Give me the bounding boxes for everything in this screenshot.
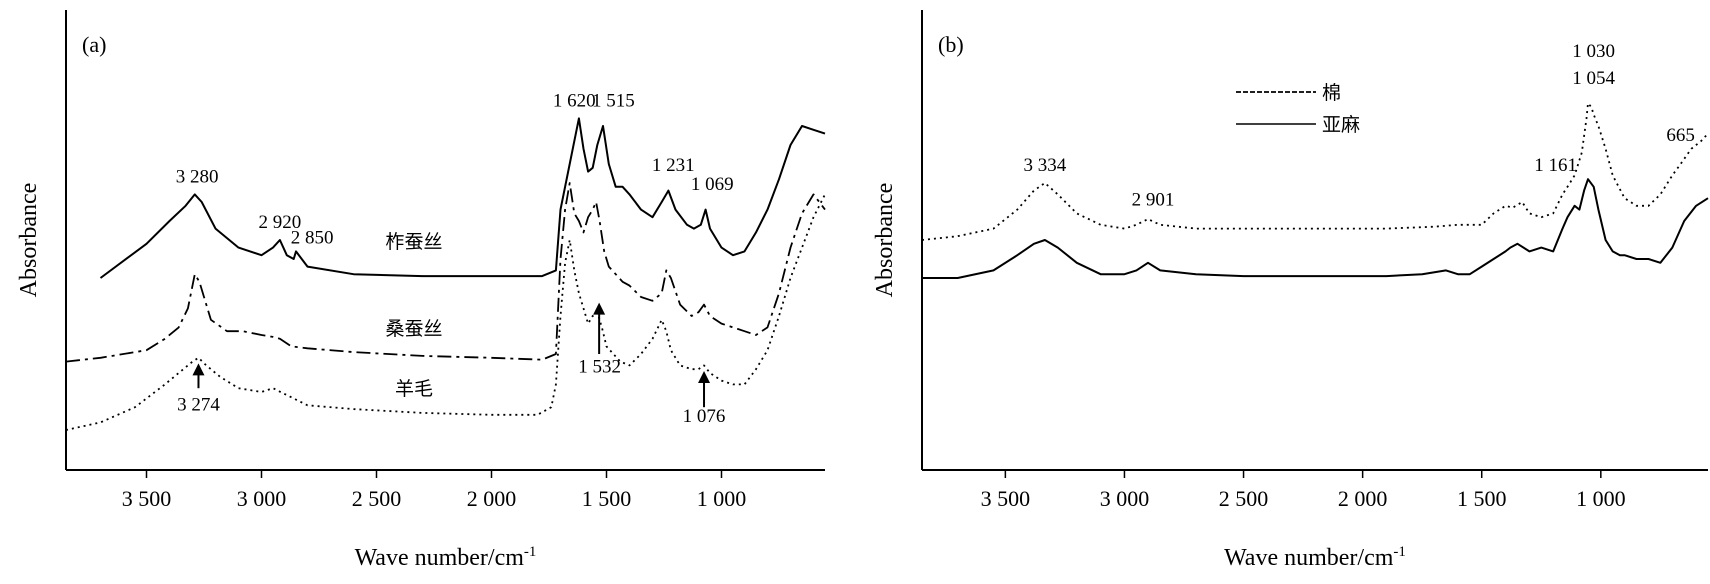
series-label: 羊毛 — [395, 378, 433, 400]
series-label: 桑蚕丝 — [385, 318, 442, 340]
peak-annotation: 665 — [1666, 125, 1695, 146]
peak-annotation: 3 280 — [176, 167, 219, 188]
x-axis-label-unit-exponent: -1 — [1393, 544, 1406, 560]
y-axis-label: Absorbance — [16, 183, 42, 298]
peak-annotation: 1 620 — [553, 91, 596, 112]
panel-label: (b) — [938, 32, 964, 57]
peak-annotation: 1 515 — [592, 91, 635, 112]
y-axis-label: Absorbance — [872, 183, 898, 298]
peak-annotation: 1 054 — [1572, 68, 1615, 89]
x-tick-label: 1 500 — [582, 486, 632, 511]
x-tick-label: 2 000 — [1338, 486, 1388, 511]
chart-panel-b: 3 500 3 000 2 500 2 000 1 500 1 000 Wave numbe… — [872, 10, 1709, 571]
legend-label: 棉 — [1322, 82, 1341, 104]
series-line-b-1 — [922, 178, 1709, 279]
x-tick-label: 2 000 — [467, 486, 517, 511]
arrow-head — [698, 371, 711, 383]
x-axis-label-text: Wave number/cm — [355, 545, 525, 571]
x-axis-label: Wave number/cm-1 — [1224, 544, 1406, 571]
x-tick-label: 2 500 — [352, 486, 402, 511]
x-tick-label: 3 000 — [237, 486, 287, 511]
x-tick-label: 3 500 — [122, 486, 172, 511]
peak-annotation: 1 076 — [683, 406, 726, 427]
chart-panel-a: 3 500 3 000 2 500 2 000 1 500 1 000 Wave numbe… — [16, 10, 826, 571]
peak-annotation: 2 901 — [1132, 189, 1175, 210]
series-label: 柞蚕丝 — [385, 231, 442, 253]
peak-annotation: 1 231 — [652, 155, 695, 176]
series-line-a-1 — [65, 182, 826, 363]
peak-annotation: 1 161 — [1534, 155, 1577, 176]
x-tick-label: 3 500 — [981, 486, 1031, 511]
x-tick-label: 1 000 — [1576, 486, 1626, 511]
arrow-head — [192, 363, 205, 376]
x-axis-label-text: Wave number/cm — [1224, 545, 1394, 571]
x-tick-label: 2 500 — [1219, 486, 1269, 511]
peak-annotation: 1 532 — [578, 357, 621, 378]
legend: 棉亚麻 — [1236, 82, 1360, 136]
x-axis-label: Wave number/cm-1 — [355, 544, 537, 571]
peak-annotation: 3 274 — [177, 395, 220, 416]
series-line-a-0 — [99, 117, 826, 279]
x-tick-label: 1 000 — [697, 486, 747, 511]
x-tick-label: 3 000 — [1100, 486, 1150, 511]
peak-annotation: 1 030 — [1572, 41, 1615, 62]
peak-annotation: 3 334 — [1024, 155, 1067, 176]
legend-label: 亚麻 — [1322, 114, 1360, 136]
peak-annotation: 2 920 — [259, 212, 302, 233]
panel-label: (a) — [82, 32, 106, 57]
arrow-head — [593, 302, 606, 315]
x-tick-label: 1 500 — [1457, 486, 1507, 511]
x-axis-label-unit-exponent: -1 — [524, 544, 537, 560]
peak-annotation: 2 850 — [291, 227, 334, 248]
peak-annotation: 1 069 — [691, 174, 734, 195]
